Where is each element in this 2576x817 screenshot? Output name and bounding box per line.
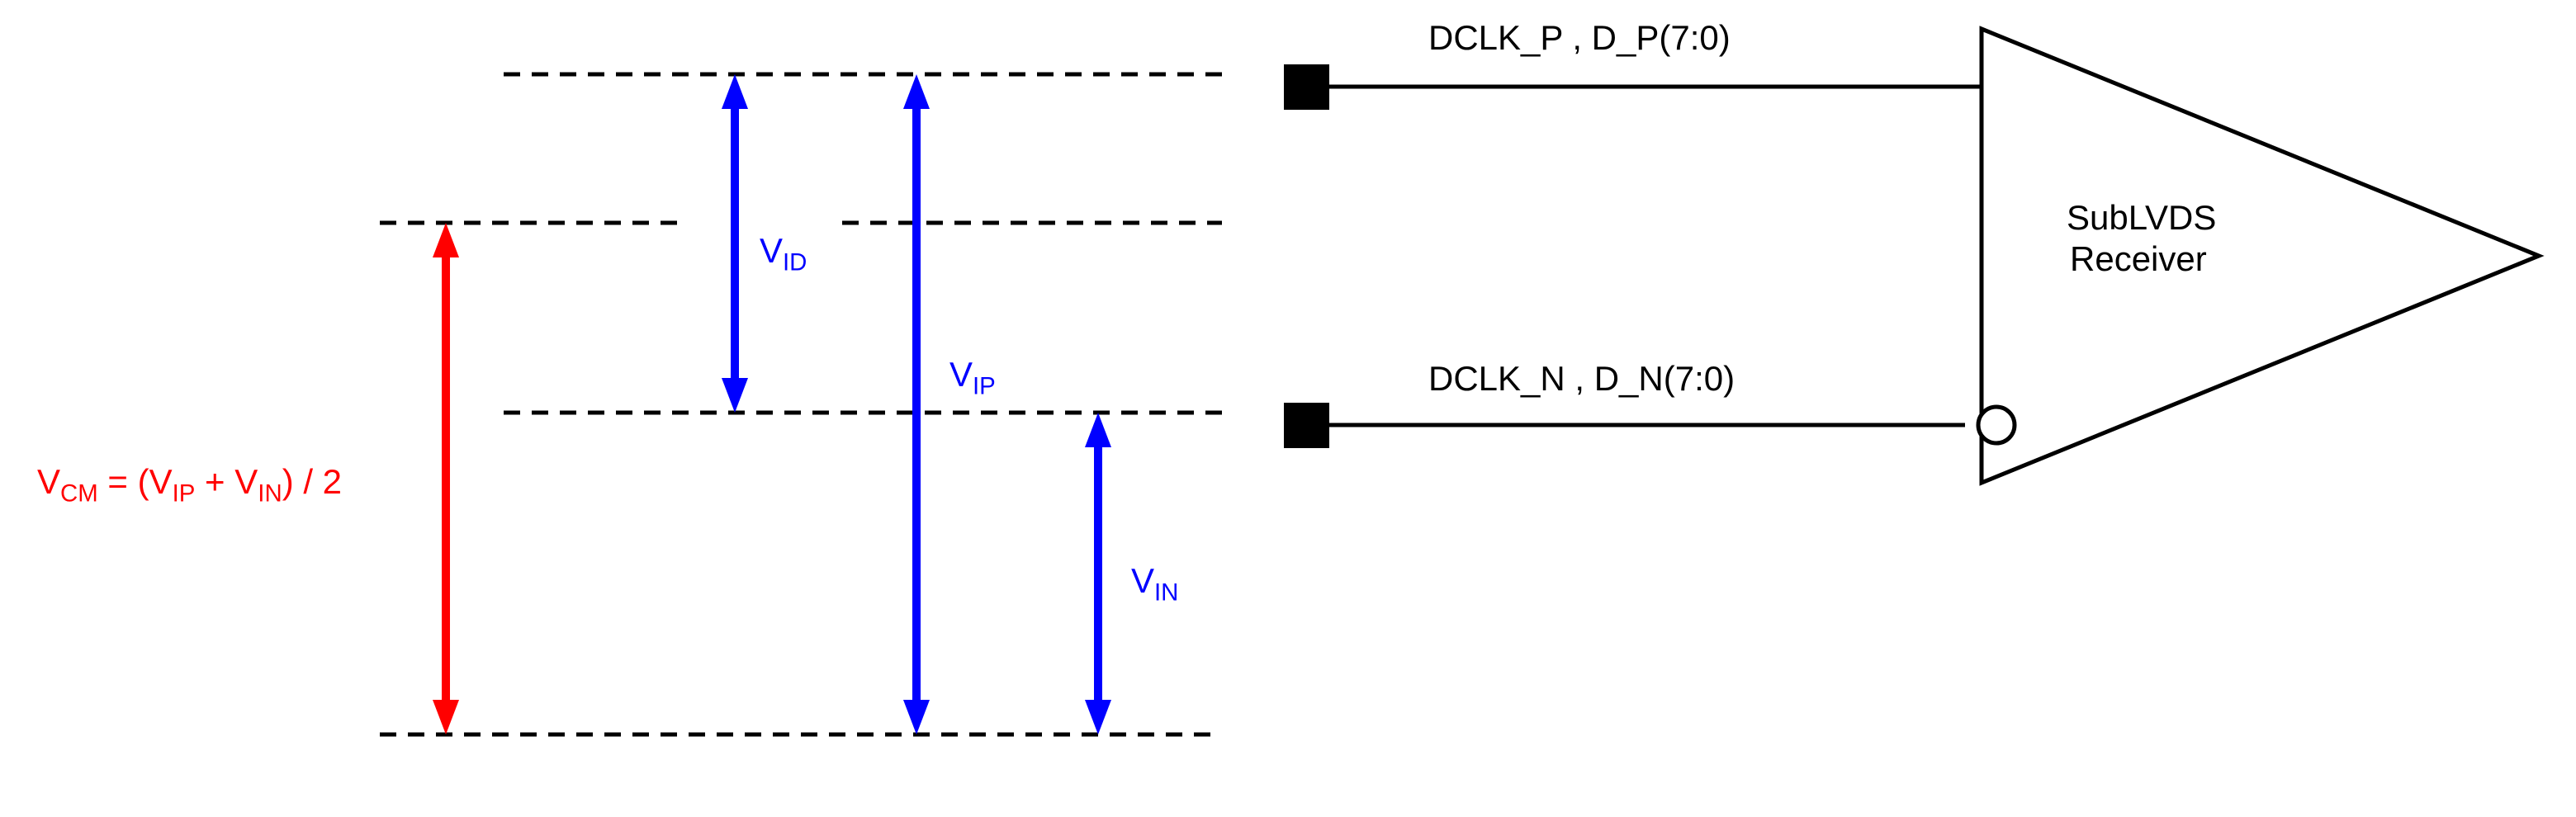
- signal-n-label: DCLK_N , D_N(7:0): [1428, 359, 1735, 399]
- receiver-triangle: [1982, 29, 2539, 483]
- arrow-head: [1085, 413, 1111, 447]
- pad-n: [1284, 403, 1329, 448]
- arrow-head: [722, 74, 748, 109]
- arrow-head: [903, 700, 930, 734]
- vip-label: VIP: [949, 355, 996, 400]
- arrow-head: [1085, 700, 1111, 734]
- vcm-formula-label: VCM = (VIP + VIN) / 2: [37, 462, 342, 508]
- arrow-head: [722, 378, 748, 413]
- diagram-canvas: [0, 0, 2576, 817]
- arrow-head: [433, 223, 459, 257]
- receiver-label-line1: SubLVDS: [2067, 198, 2216, 238]
- arrow-head: [433, 700, 459, 734]
- pad-p: [1284, 64, 1329, 110]
- vid-label: VID: [760, 231, 807, 276]
- receiver-label-line2: Receiver: [2070, 239, 2207, 279]
- arrow-head: [903, 74, 930, 109]
- signal-p-label: DCLK_P , D_P(7:0): [1428, 18, 1731, 58]
- vin-label: VIN: [1131, 561, 1178, 607]
- inverting-bubble: [1978, 407, 2015, 443]
